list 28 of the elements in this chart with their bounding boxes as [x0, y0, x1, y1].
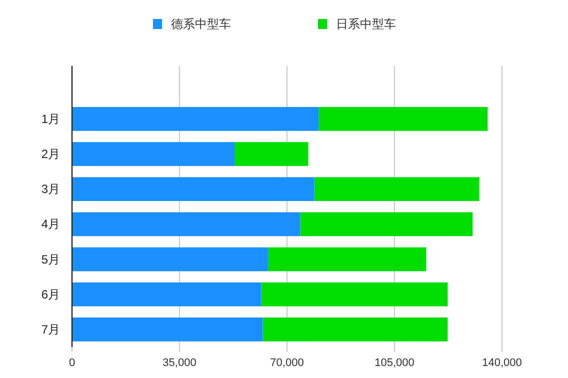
x-tick-label: 140,000 [482, 357, 522, 369]
bar [72, 107, 319, 131]
legend-label: 日系中型车 [336, 17, 396, 31]
bar [72, 282, 262, 306]
bar [72, 177, 314, 202]
legend-label: 德系中型车 [171, 17, 231, 31]
bar [72, 212, 300, 236]
y-tick-label: 1月 [41, 112, 60, 126]
y-tick-label: 4月 [41, 217, 60, 232]
y-tick-label: 6月 [41, 287, 60, 302]
x-tick-label: 105,000 [374, 357, 414, 369]
x-tick-label: 70,000 [270, 357, 304, 369]
bar [72, 247, 268, 272]
y-tick-label: 3月 [41, 182, 60, 196]
bar [318, 107, 488, 131]
bar [268, 247, 426, 272]
bar [300, 212, 473, 236]
bar [262, 318, 448, 342]
bar [234, 142, 308, 166]
x-tick-label: 0 [68, 357, 76, 369]
bar [261, 282, 448, 306]
bar [72, 142, 234, 166]
y-tick-label: 5月 [41, 252, 60, 266]
bar [314, 177, 480, 202]
x-tick-label: 35,000 [162, 357, 196, 369]
y-tick-label: 7月 [41, 322, 60, 336]
bar [72, 318, 263, 342]
y-tick-label: 2月 [41, 147, 60, 162]
